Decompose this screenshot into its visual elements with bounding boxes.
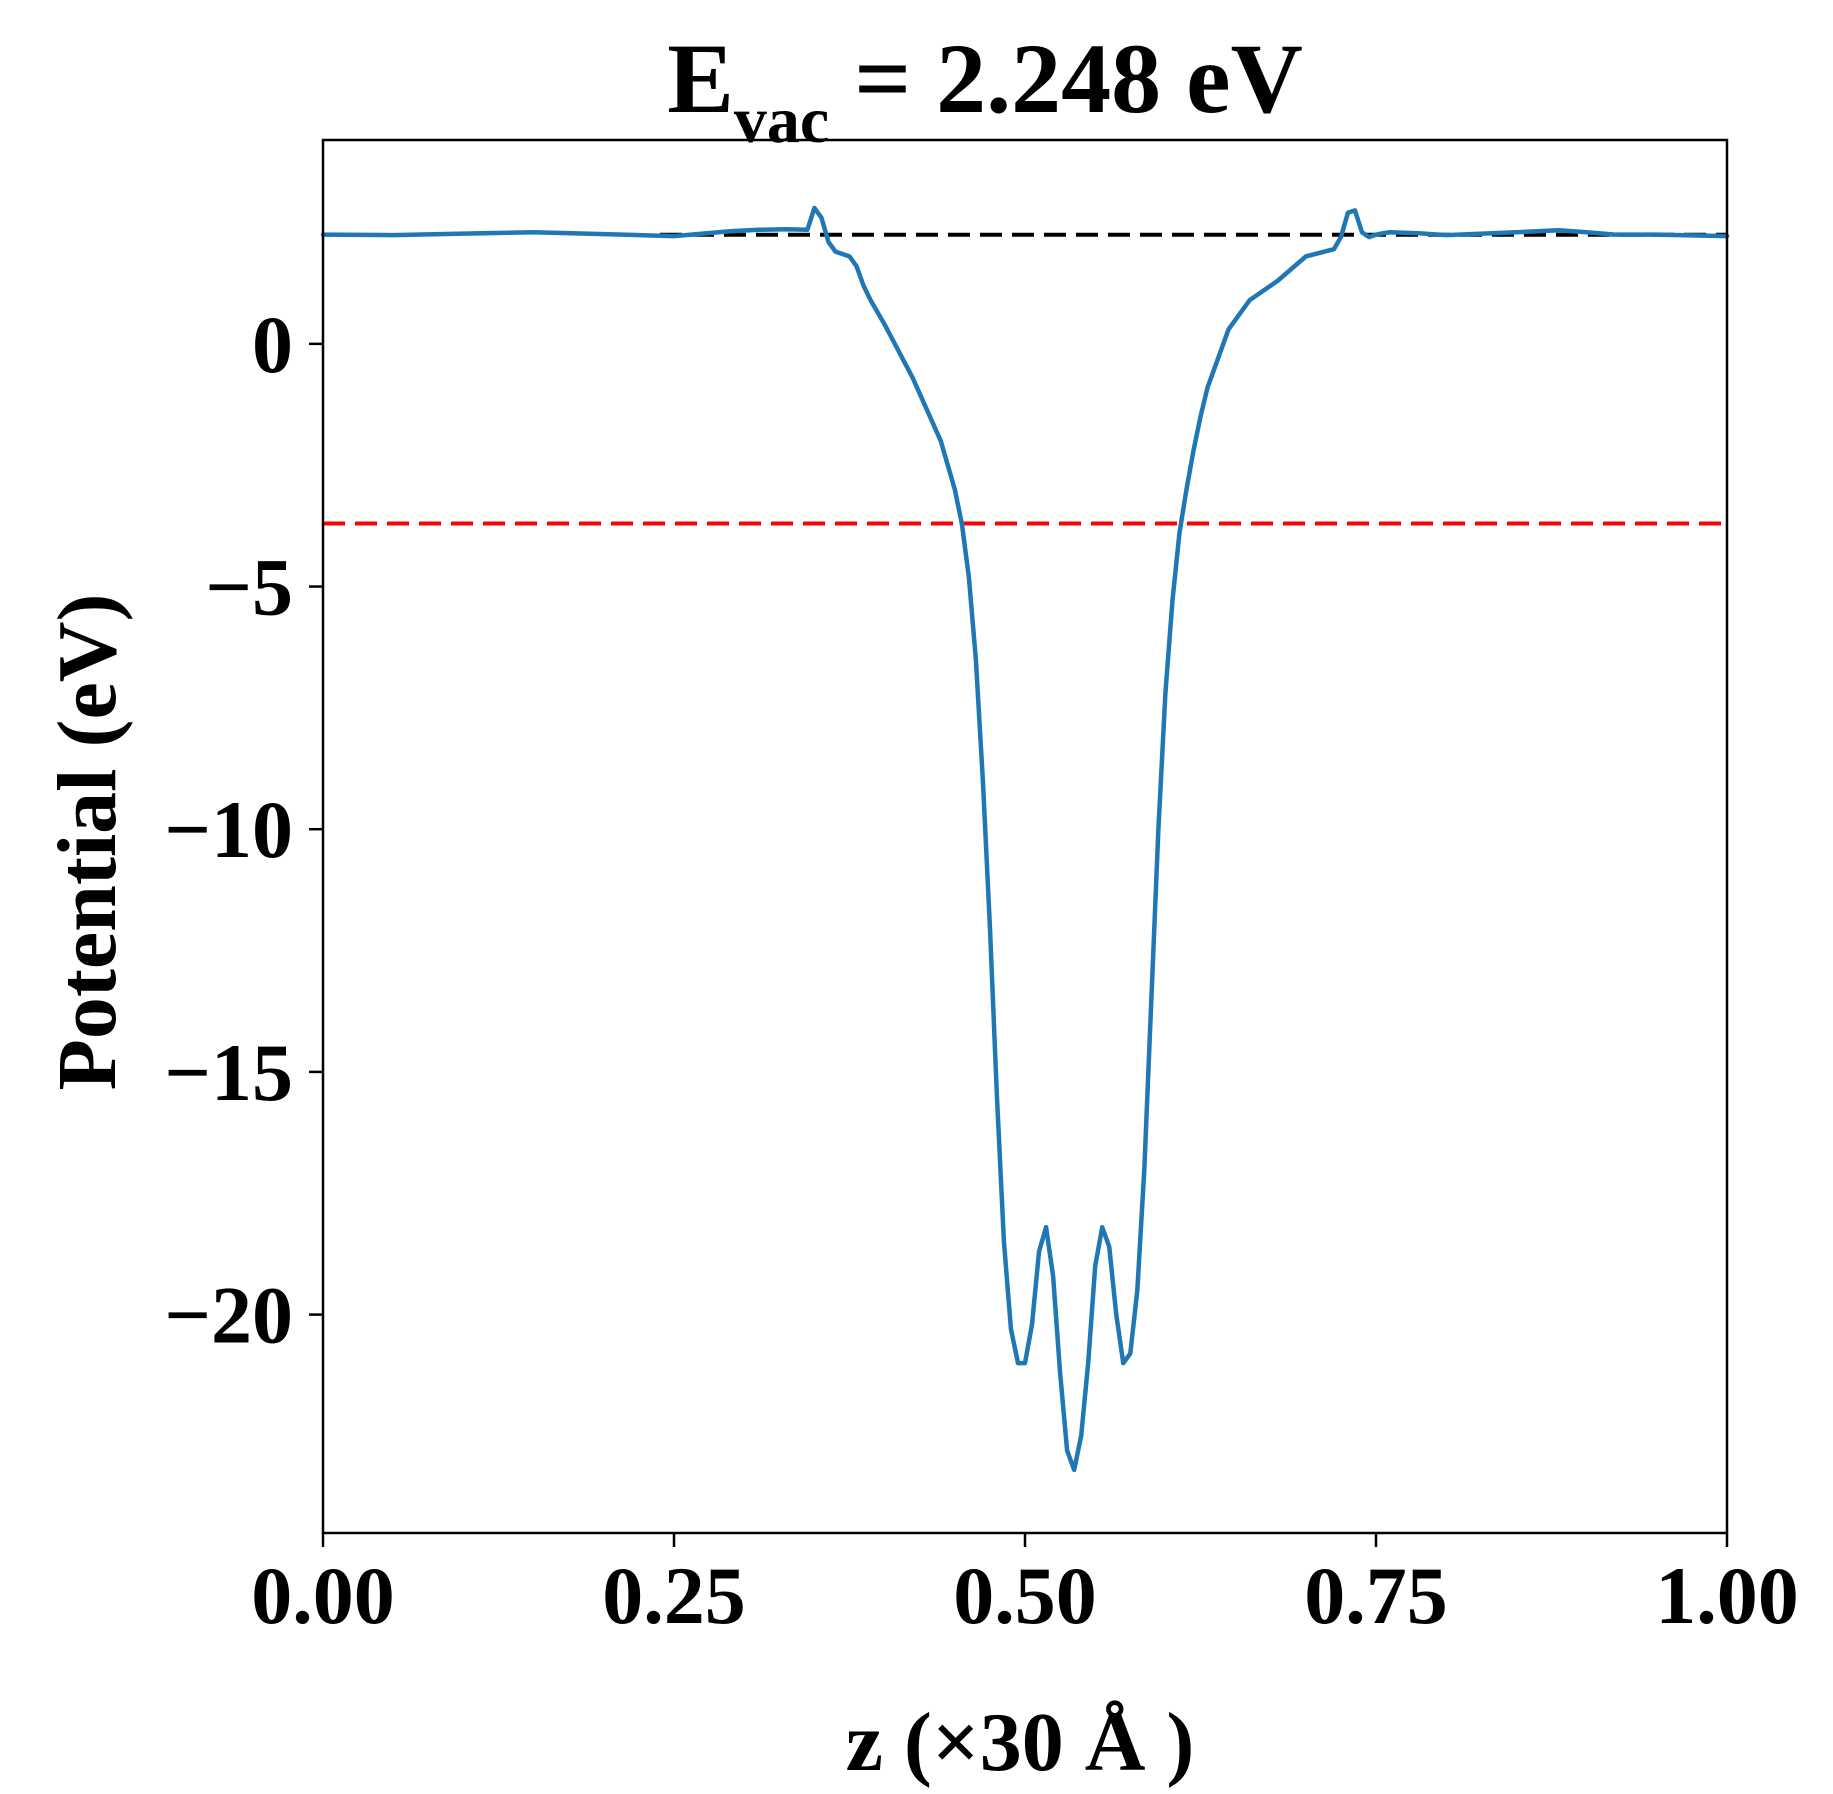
y-tick-label: −20 xyxy=(164,1270,293,1361)
plot-frame xyxy=(321,138,1729,1535)
x-tick-label: 0.00 xyxy=(251,1550,395,1641)
x-tick-label: 1.00 xyxy=(1655,1550,1799,1641)
y-tick-label: −5 xyxy=(205,542,293,633)
chart-title: Evac = 2.248 eV xyxy=(667,23,1303,157)
x-tick-label: 0.75 xyxy=(1304,1550,1448,1641)
y-tick-label: −15 xyxy=(164,1027,293,1118)
x-tick-label: 0.50 xyxy=(953,1550,1097,1641)
y-axis-title: Potential (eV) xyxy=(41,594,134,1091)
x-axis-title: z (×30 Å ) xyxy=(846,1696,1195,1789)
y-tick-label: −10 xyxy=(164,784,293,875)
y-tick-label: 0 xyxy=(252,299,293,390)
potential-series-line-0 xyxy=(320,205,1730,1473)
chart-title-subscript: vac xyxy=(734,84,829,157)
x-tick-label: 0.25 xyxy=(602,1550,746,1641)
plot-area: 0.00 0.25 0.50 0.75 1.00 0 −5 −10 −15 −20 xyxy=(164,138,1799,1641)
